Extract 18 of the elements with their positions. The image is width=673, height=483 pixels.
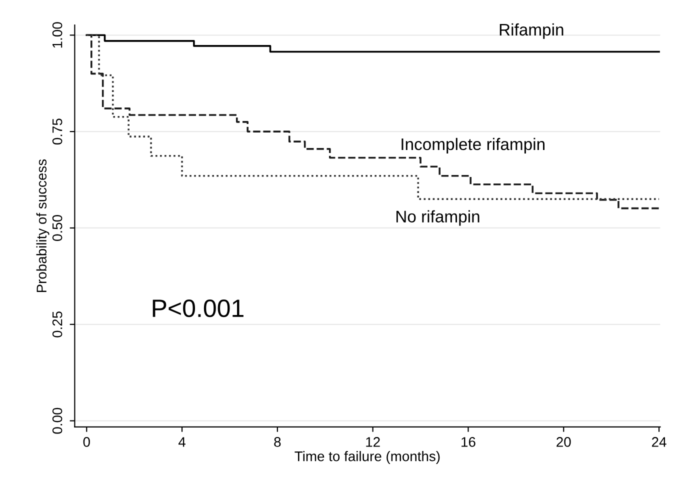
y-tick-label: 0.50 (52, 215, 62, 241)
x-tick-label: 0 (83, 437, 90, 447)
x-tick-label: 16 (462, 437, 476, 447)
x-tick-label: 20 (556, 437, 571, 447)
series-label: No rifampin (396, 210, 480, 226)
x-tick-label: 24 (652, 437, 666, 447)
annotation: P<0.001 (152, 299, 244, 318)
y-tick-label: 0.00 (52, 408, 62, 434)
y-axis-title: Probability of success (36, 159, 50, 292)
x-tick-label: 12 (366, 437, 380, 447)
x-tick-label: 4 (178, 437, 186, 447)
x-axis-title: Time to failure (months) (294, 451, 440, 464)
series-label: Rifampin (500, 23, 564, 39)
x-tick-label: 8 (274, 437, 281, 447)
y-tick-label: 0.25 (52, 311, 62, 338)
y-tick-label: 1.00 (52, 22, 62, 48)
y-tick-label: 0.75 (52, 118, 62, 145)
series-label: Incomplete rifampin (402, 138, 544, 154)
